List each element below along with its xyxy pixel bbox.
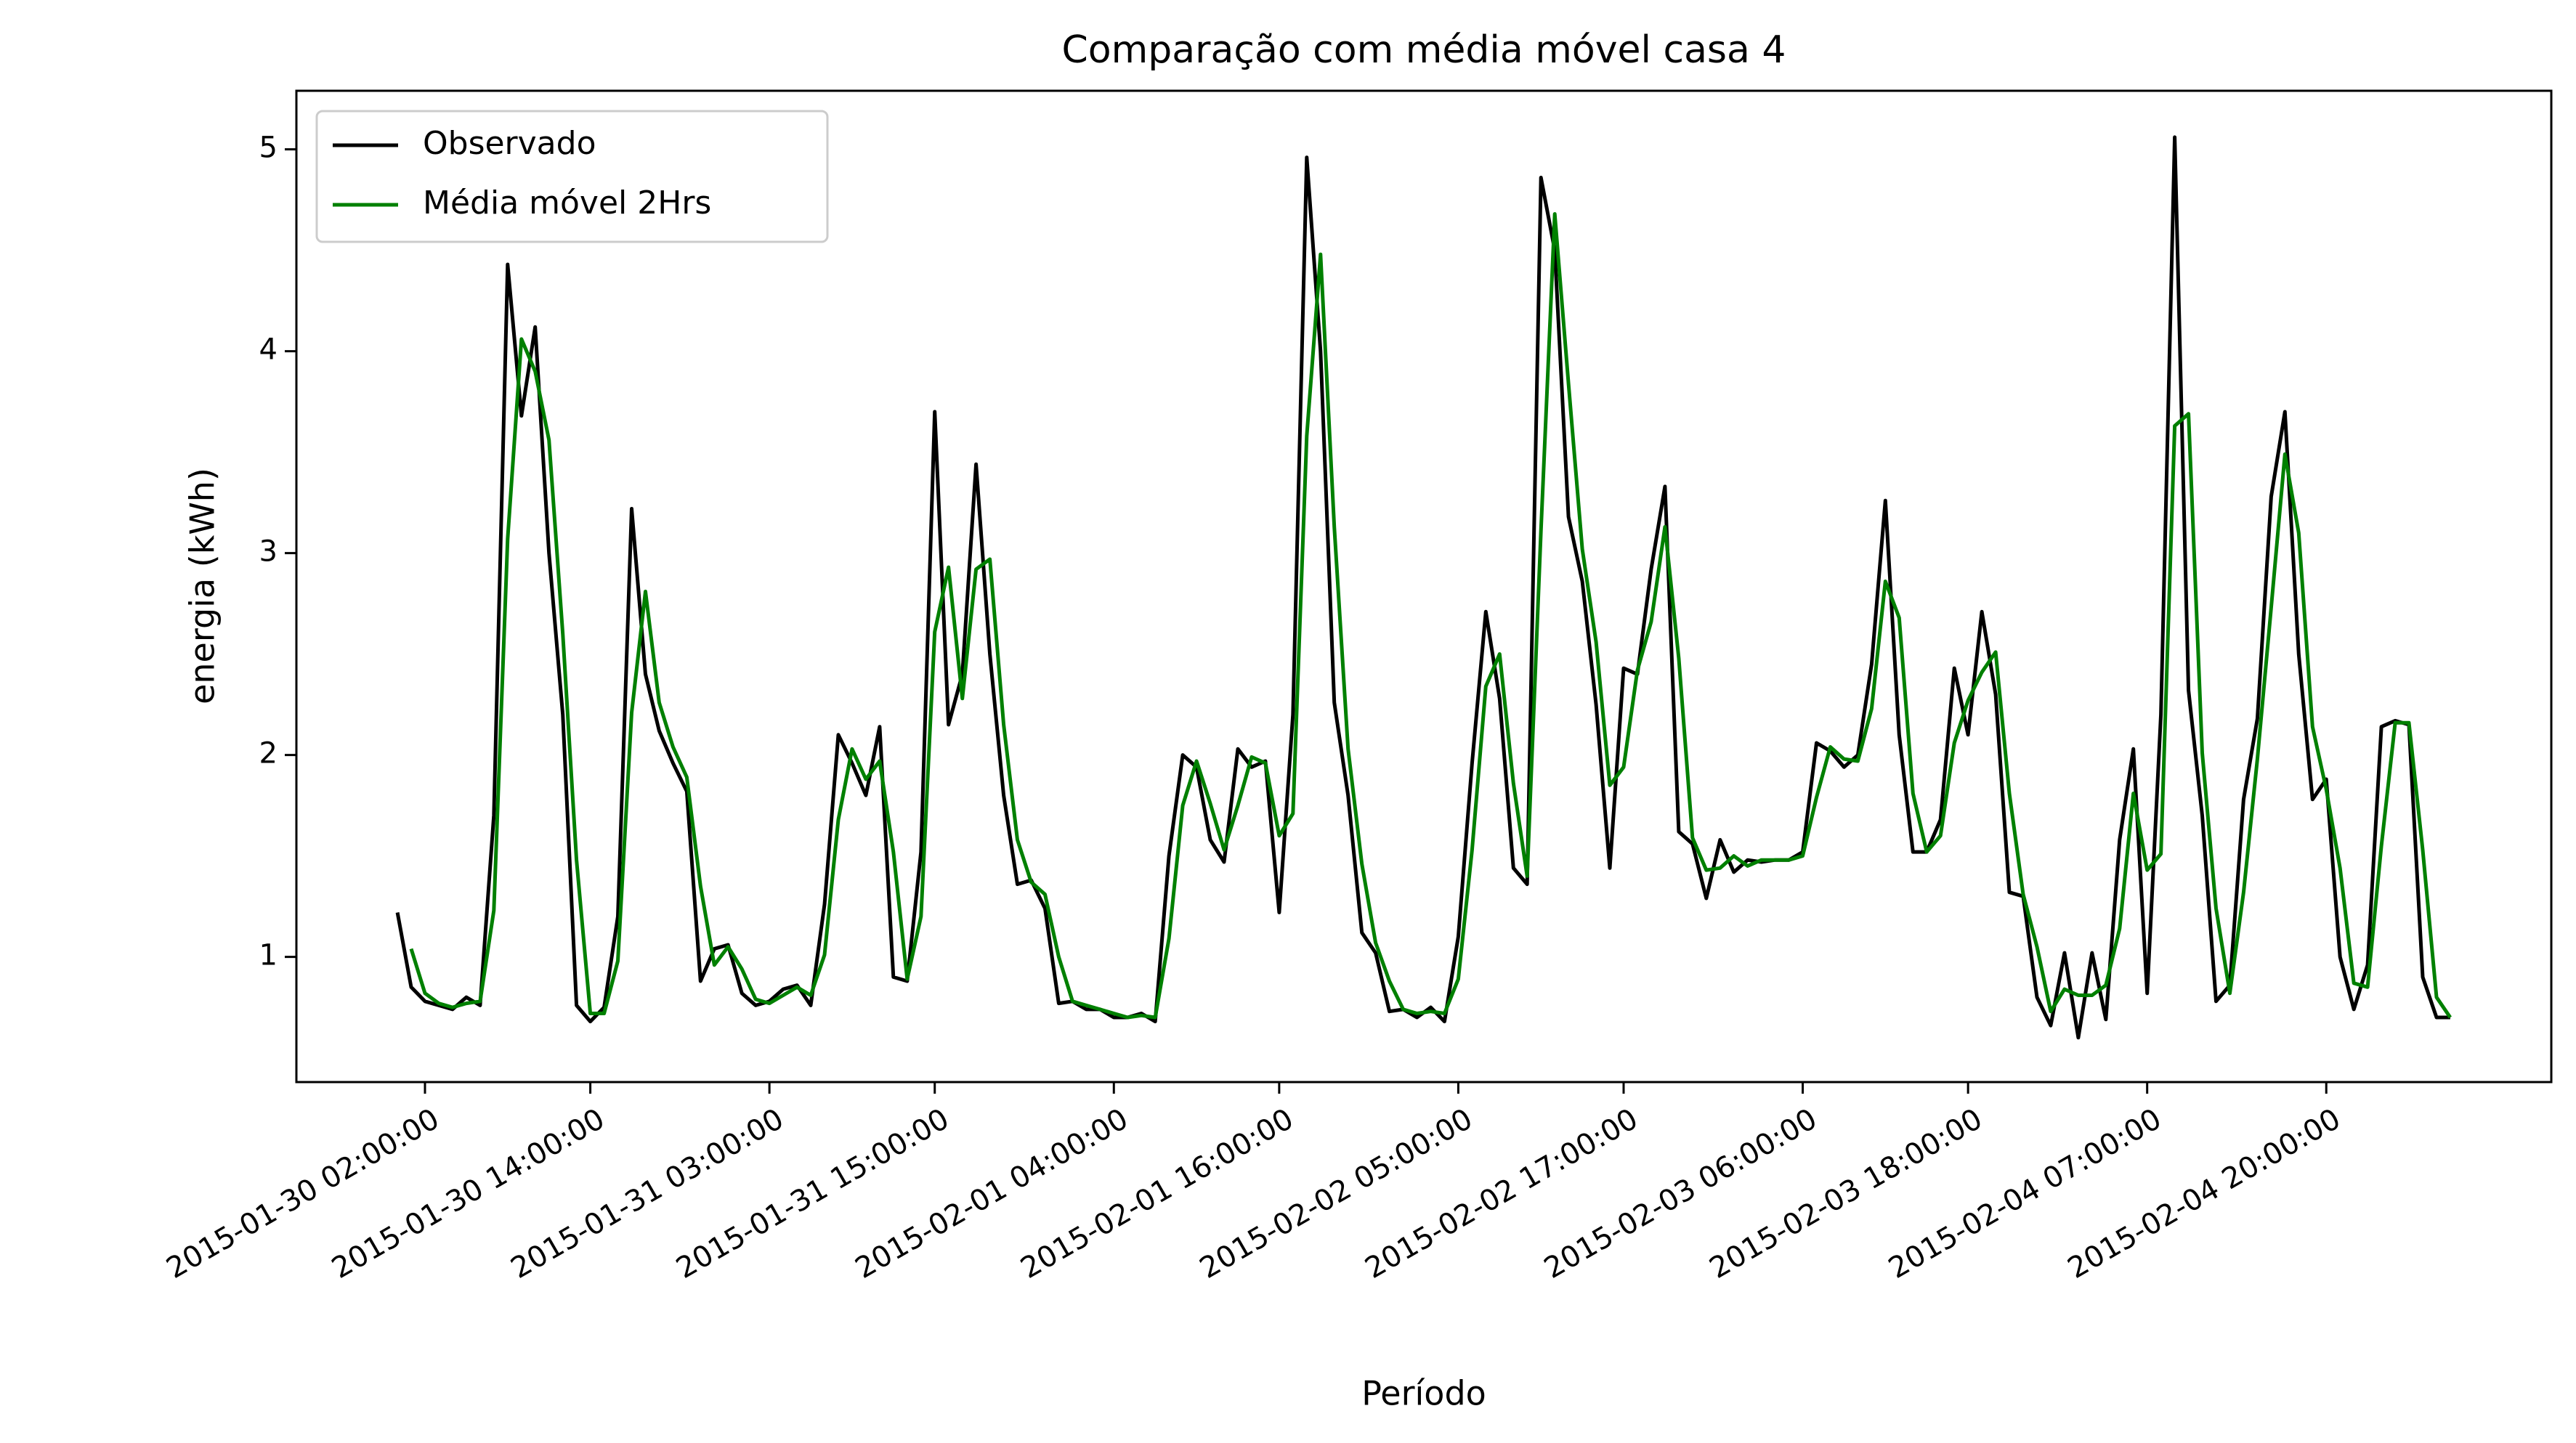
legend-label: Observado xyxy=(423,125,596,162)
legend: Observado Média móvel 2Hrs xyxy=(315,110,829,243)
series-line xyxy=(409,212,2452,1020)
y-tick-label: 1 xyxy=(259,939,278,972)
x-tick-label: 2015-01-30 02:00:00 xyxy=(161,1102,445,1285)
y-tick-label: 4 xyxy=(259,333,278,367)
y-tick-label: 2 xyxy=(259,737,278,771)
legend-box xyxy=(315,110,829,243)
y-tick-label: 5 xyxy=(259,131,278,165)
plot-frame xyxy=(295,89,2553,1084)
y-axis-label: energia (kWh) xyxy=(183,468,222,704)
x-axis-label: Período xyxy=(1361,1374,1486,1413)
series-line xyxy=(395,135,2450,1040)
legend-label: Média móvel 2Hrs xyxy=(423,184,711,221)
chart-title: Comparação com média móvel casa 4 xyxy=(1061,28,1786,72)
y-tick-label: 3 xyxy=(259,535,278,569)
